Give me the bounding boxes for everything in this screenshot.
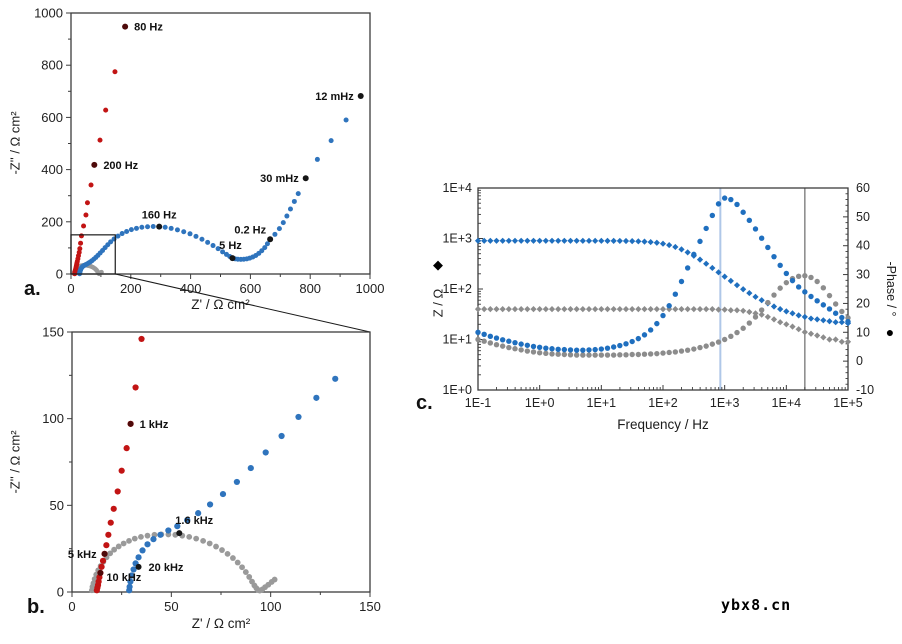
svg-text:400: 400 [41,162,63,177]
svg-text:1E+5: 1E+5 [833,396,863,410]
svg-text:1 kHz: 1 kHz [140,419,169,431]
panel-c-label: c. [416,392,433,414]
panel-b-plot: 0 50 100 150 0 50 100 150 1 kHz 5 kHz 10 kHz 20 kHz… [42,325,381,615]
svg-text:50: 50 [856,210,870,224]
svg-text:20 kHz: 20 kHz [149,562,184,574]
svg-text:200: 200 [41,214,63,229]
svg-text:600: 600 [240,281,262,296]
svg-text:0.2 Hz: 0.2 Hz [234,224,266,236]
svg-text:12 mHz: 12 mHz [315,91,354,103]
series-gray-impedance [474,305,852,345]
annotation-30-mHz: 30 mHz [260,173,309,185]
series-red-blocking [72,24,128,277]
panel-c-plot: 1E-1 1E+0 1E+1 1E+2 1E+3 1E+4 1E+51E+01E+11E+2… [442,181,874,410]
panel-c-x-axis-title: Frequency / Hz [617,417,709,432]
annotation-20-kHz: 20 kHz [135,562,184,574]
svg-text:1E+0: 1E+0 [442,383,472,397]
annotation-5-kHz: 5 kHz [68,549,108,561]
svg-text:0: 0 [57,585,64,600]
svg-text:1000: 1000 [356,281,385,296]
series-blue-full-cell [126,375,339,594]
panel-c-left-axis-title: Z / Ω [430,288,446,318]
svg-text:60: 60 [856,181,870,195]
svg-text:200: 200 [120,281,142,296]
svg-text:5 Hz: 5 Hz [219,240,242,252]
watermark: ybx8.cn [721,596,792,614]
svg-text:1E+1: 1E+1 [442,333,472,347]
svg-text:30: 30 [856,268,870,282]
panel-a-label: a. [24,278,41,300]
svg-text:150: 150 [359,599,381,614]
svg-text:160 Hz: 160 Hz [142,210,177,222]
svg-text:0: 0 [856,354,863,368]
svg-text:80 Hz: 80 Hz [134,22,163,34]
svg-text:0: 0 [67,281,74,296]
svg-text:50: 50 [50,498,64,513]
svg-text:1E+4: 1E+4 [772,396,802,410]
panel-a-plot: 0 200 400 600 800 1000 0 200 400 600 800 1000 80 Hz 2… [34,6,384,297]
annotation-0-2-Hz: 0.2 Hz [234,224,274,243]
svg-text:1E+1: 1E+1 [587,396,617,410]
svg-text:20: 20 [856,296,870,310]
annotation-200-Hz: 200 Hz [91,160,139,172]
phase-circle-legend-icon: ● [885,324,895,340]
zoom-connector-line [115,273,371,333]
panel-b-x-axis-title: Z' / Ω cm² [191,616,251,631]
series-blue-phase [475,195,851,353]
annotation-5-Hz: 5 Hz [219,240,242,262]
svg-text:1E+3: 1E+3 [442,232,472,246]
svg-text:1E+3: 1E+3 [710,396,740,410]
svg-text:1E+2: 1E+2 [648,396,678,410]
svg-text:-10: -10 [856,383,874,397]
annotation-160-Hz: 160 Hz [142,210,177,230]
svg-text:800: 800 [41,58,63,73]
annotation-1-6-kHz: 1.6 kHz [175,515,214,537]
annotation-10-kHz: 10 kHz [97,569,142,584]
annotation-1-kHz: 1 kHz [127,419,169,431]
svg-text:1E-1: 1E-1 [465,396,491,410]
svg-text:10 kHz: 10 kHz [106,572,141,584]
impedance-diamond-legend-icon: ◆ [433,257,443,272]
panel-b-label: b. [27,596,45,618]
svg-text:1000: 1000 [34,6,63,21]
svg-text:5 kHz: 5 kHz [68,549,97,561]
svg-text:1E+0: 1E+0 [525,396,555,410]
panel-c-right-axis-title: -Phase / ° [884,261,898,317]
svg-text:100: 100 [42,411,64,426]
svg-text:30 mHz: 30 mHz [260,173,299,185]
svg-text:1.6 kHz: 1.6 kHz [175,515,213,527]
svg-text:1E+2: 1E+2 [442,282,472,296]
svg-text:50: 50 [164,599,178,614]
panel-a-y-axis-title: -Z'' / Ω cm² [7,111,23,175]
svg-text:600: 600 [41,110,63,125]
svg-text:400: 400 [180,281,202,296]
annotation-12-mHz: 12 mHz [315,91,364,103]
svg-text:200 Hz: 200 Hz [103,160,138,172]
svg-text:150: 150 [42,325,64,340]
svg-text:10: 10 [856,325,870,339]
panel-a-x-axis-title: Z' / Ω cm² [191,297,250,312]
svg-text:800: 800 [299,281,321,296]
svg-text:40: 40 [856,239,870,253]
series-red-blocking [93,335,145,594]
svg-text:100: 100 [260,599,282,614]
inset-zoom-box [70,234,116,275]
svg-text:1E+4: 1E+4 [442,181,472,195]
svg-text:0: 0 [56,267,63,282]
svg-text:0: 0 [68,599,75,614]
annotation-80-Hz: 80 Hz [122,22,163,34]
panel-b-y-axis-title: -Z'' / Ω cm² [7,430,23,494]
